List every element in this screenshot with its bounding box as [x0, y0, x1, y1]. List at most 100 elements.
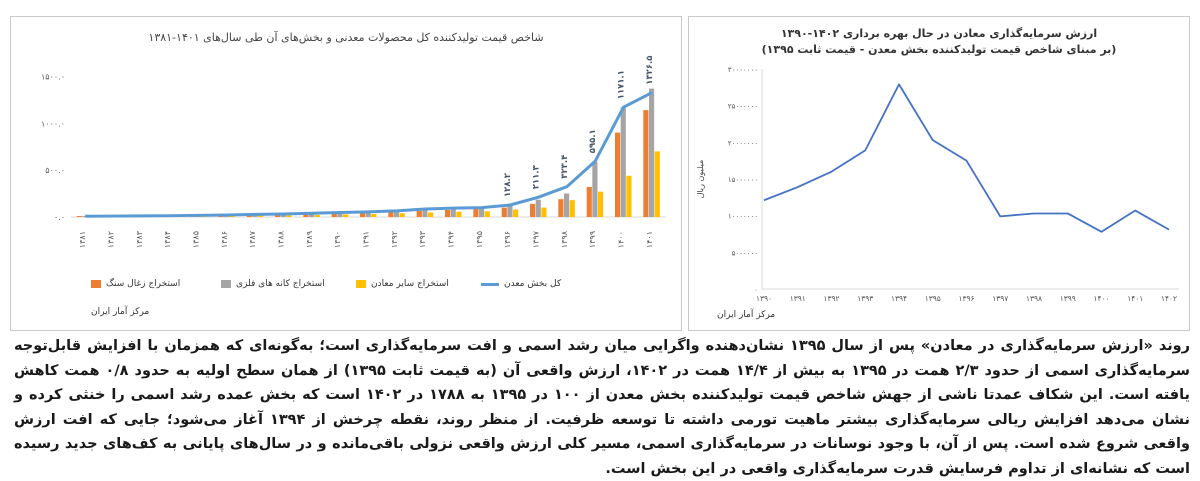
investment-chart-source: مرکز آمار ایران: [717, 310, 776, 320]
bar-metal: [479, 207, 485, 217]
ppi-chart-title: شاخص قیمت تولیدکننده کل محصولات معدنی و …: [148, 31, 544, 44]
y-axis-title: میلیون ریال: [696, 160, 705, 199]
bar-coal: [586, 187, 592, 217]
bar-other: [569, 200, 575, 217]
legend-swatch-other: [356, 280, 366, 288]
bar-other: [456, 211, 462, 217]
legend-label-coal: استخراج زغال سنگ: [106, 279, 181, 289]
bar-metal: [620, 107, 626, 217]
y-tick-label: ۱۰۰۰.۰: [41, 119, 65, 128]
x-tick-label: ۱۳۹۰: [756, 294, 772, 303]
x-tick-label: ۱۳۹۱: [790, 294, 806, 303]
x-tick-label: ۱۳۹۷: [992, 294, 1008, 303]
bar-other: [598, 191, 604, 217]
investment-chart-title: ارزش سرمایه‌گذاری معادن در حال بهره بردا…: [780, 27, 1098, 40]
y-tick-label: ۳۰۰۰۰۰۰۰: [728, 66, 758, 74]
y-tick-label: ۵۰۰۰۰۰۰: [732, 249, 758, 257]
bar-other: [541, 207, 547, 217]
bar-metal: [450, 208, 456, 217]
bar-coal: [303, 214, 309, 217]
x-tick-label: ۱۳۹۷: [532, 230, 541, 248]
data-label: ۱۳۲۶.۵: [645, 56, 655, 85]
legend-item-coal: استخراج زغال سنگ: [91, 279, 180, 289]
bar-coal: [558, 199, 564, 217]
x-tick-label: ۱۳۹۳: [418, 230, 427, 248]
bar-coal: [501, 207, 507, 217]
bar-coal: [473, 209, 479, 217]
ppi-chart-source: مرکز آمار ایران: [91, 307, 150, 317]
legend-label-metal: استخراج کانه های فلزی: [236, 279, 325, 289]
x-tick-label: ۱۳۹۸: [560, 230, 569, 248]
ppi-chart-panel: شاخص قیمت تولیدکننده کل محصولات معدنی و …: [10, 16, 682, 331]
legend-item-other: استخراج سایر معادن: [356, 279, 449, 289]
x-tick-label: ۱۴۰۰: [617, 231, 626, 248]
total-mining-line: [85, 91, 653, 218]
bar-other: [371, 214, 377, 217]
investment-chart-panel: ارزش سرمایه‌گذاری معادن در حال بهره بردا…: [688, 16, 1190, 331]
bar-coal: [388, 211, 394, 217]
x-tick-label: ۱۳۹۳: [857, 294, 873, 303]
x-tick-label: ۱۳۸۵: [192, 231, 201, 248]
x-tick-label: ۱۳۸۷: [248, 230, 257, 248]
x-tick-label: ۱۴۰۱: [645, 231, 654, 248]
bar-other: [258, 215, 264, 217]
x-tick-label: ۱۳۹۴: [891, 294, 907, 303]
legend-item-total: کل بخش معدن: [481, 279, 561, 289]
x-tick-label: ۱۴۰۰: [1093, 294, 1109, 303]
bar-other: [229, 215, 235, 217]
x-tick-label: ۱۳۹۵: [925, 294, 941, 303]
data-label: ۱۱۷۱.۱: [617, 70, 627, 99]
x-tick-label: ۱۳۸۲: [107, 231, 116, 248]
bar-other: [343, 214, 349, 217]
y-tick-label: ۰.۰: [54, 213, 65, 222]
legend-swatch-metal: [221, 280, 231, 288]
y-tick-label: ۱۵۰۰.۰: [41, 72, 65, 81]
x-tick-label: ۱۳۸۱: [78, 231, 87, 248]
x-tick-label: ۱۳۹۱: [362, 231, 371, 248]
bar-metal: [535, 199, 541, 217]
x-tick-label: ۱۴۰۲: [1161, 294, 1177, 303]
bar-other: [654, 151, 660, 217]
bar-metal: [365, 211, 371, 217]
x-tick-label: ۱۳۹۸: [1026, 294, 1042, 303]
x-tick-label: ۱۳۸۴: [163, 231, 172, 248]
bar-other: [626, 175, 632, 217]
legend-item-metal: استخراج کانه های فلزی: [221, 279, 325, 289]
legend-label-other: استخراج سایر معادن: [371, 279, 449, 289]
x-tick-label: ۱۳۹۵: [475, 231, 484, 248]
ppi-chart-svg: ۰.۰ ۵۰۰.۰ ۱۰۰۰.۰ ۱۵۰۰.۰ ۱۳۸۱ ۱۳۸۲ ۱۳۸۳ ۱۳۸۴ ۱۳۸۵…: [41, 56, 666, 248]
x-tick-label: ۱۳۹۶: [958, 294, 974, 303]
bar-other: [484, 211, 490, 217]
legend-swatch-total: [481, 282, 499, 286]
bar-other: [399, 213, 405, 217]
bar-metal: [82, 215, 88, 217]
x-tick-label: ۱۳۹۹: [1060, 294, 1076, 303]
data-label: ۵۹۵.۱: [588, 129, 598, 153]
bar-metal: [422, 208, 428, 217]
bar-coal: [530, 203, 536, 217]
bar-metal: [564, 193, 570, 217]
y-tick-label: ۱۰۰۰۰۰۰۰: [728, 213, 758, 221]
x-tick-label: ۱۴۰۱: [1127, 294, 1143, 303]
x-tick-label: ۱۳۸۳: [135, 230, 144, 248]
y-tick-label: ۲۰۰۰۰۰۰۰: [728, 139, 758, 147]
x-tick-label: ۱۳۹۴: [447, 231, 456, 248]
x-tick-label: ۱۳۹۹: [588, 231, 597, 248]
bar-other: [286, 215, 292, 217]
y-tick-label: ۲۵۰۰۰۰۰۰: [728, 103, 758, 111]
bar-other: [513, 209, 519, 217]
bar-metal: [507, 205, 513, 217]
bar-coal: [445, 209, 451, 217]
x-tick-label: ۱۳۹۰: [333, 231, 342, 248]
x-tick-label: ۱۳۸۹: [305, 231, 314, 248]
x-tick-label: ۱۳۸۶: [220, 231, 229, 248]
bar-metal: [592, 161, 598, 217]
data-label: ۲۱۱.۳: [532, 164, 542, 189]
bar-other: [314, 214, 320, 217]
bar-coal: [615, 132, 621, 217]
legend-swatch-coal: [91, 280, 101, 288]
bar-coal: [275, 214, 281, 217]
data-label: ۱۲۸.۲: [503, 172, 513, 197]
bar-metal: [309, 213, 315, 217]
bar-metal: [337, 212, 343, 217]
